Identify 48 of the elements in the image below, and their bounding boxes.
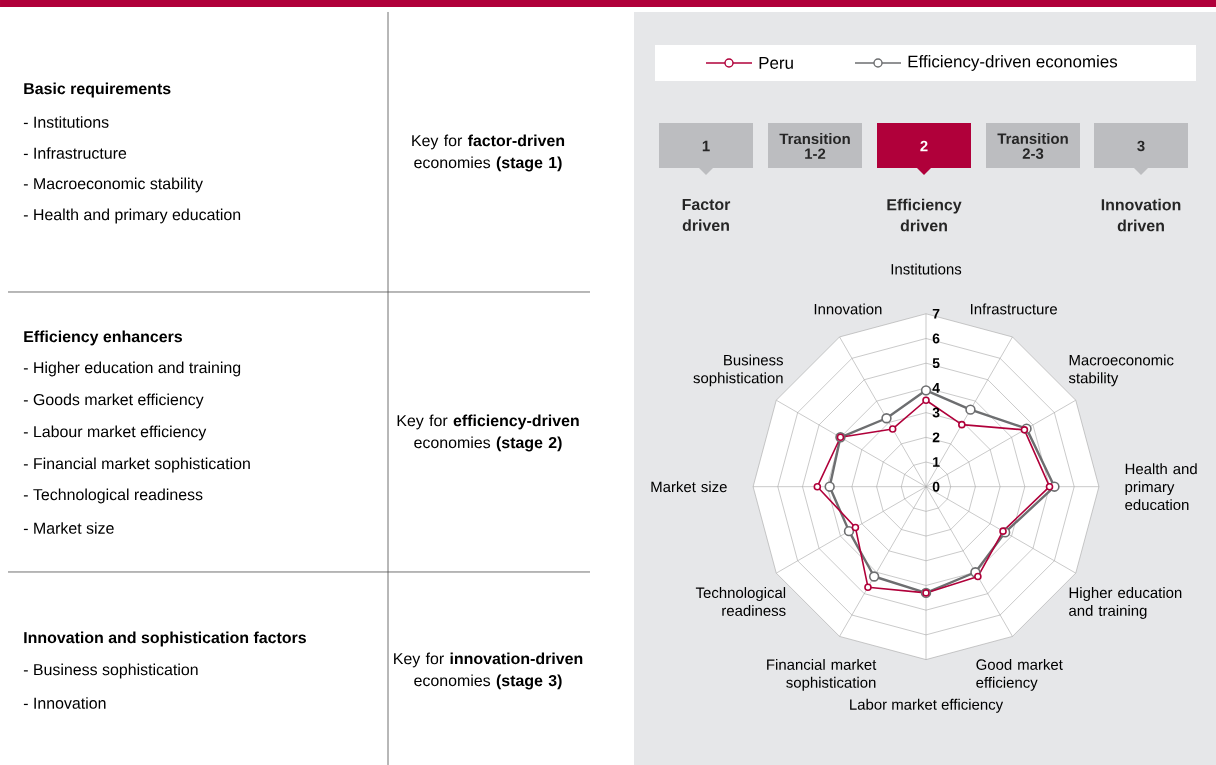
spoke-label: Infrastructure <box>971 303 1057 315</box>
text: Transition 1-2 <box>779 133 850 159</box>
text: Efficiency driven <box>887 198 962 232</box>
legend-label: Peru <box>759 57 793 69</box>
spoke-label: Labor market efficiency <box>850 698 1004 713</box>
y-tick-label: 4 <box>932 383 940 393</box>
text: Key for innovation-driven economies (stage 3) <box>394 652 583 690</box>
spoke-label: Higher education and training <box>1069 587 1182 619</box>
text: 3 <box>1137 140 1145 152</box>
spoke-label: Financial market sophistication <box>767 658 877 691</box>
y-tick-label: 5 <box>932 358 940 369</box>
spoke-label: Institutions <box>891 263 962 275</box>
text: 1 <box>702 140 710 152</box>
spoke-label: Macroeconomic stability <box>1068 354 1174 387</box>
text: 2 <box>920 140 928 152</box>
text: - Financial market sophistication <box>23 457 250 473</box>
text: - Innovation <box>23 697 106 709</box>
spoke-label: Good market efficiency <box>976 658 1063 691</box>
text: Innovation driven <box>1101 198 1181 232</box>
text: Factor driven <box>682 198 731 232</box>
text: - Business sophistication <box>23 663 198 679</box>
y-tick-label: 6 <box>932 333 940 344</box>
text: Basic requirements <box>24 82 171 98</box>
text: Key for factor-driven economies (stage 1) <box>412 134 565 172</box>
spoke-label: Market size <box>651 481 727 493</box>
text: Key for efficiency-driven economies (stage 2) <box>397 414 579 452</box>
text: - Technological readiness <box>23 488 203 504</box>
text: Efficiency enhancers <box>24 330 182 346</box>
y-tick-label: 2 <box>932 432 940 443</box>
spoke-label: Technological readiness <box>695 587 786 616</box>
y-tick-label: 0 <box>932 481 940 492</box>
text: - Macroeconomic stability <box>23 177 203 193</box>
y-tick-label: 7 <box>932 308 940 319</box>
spoke-label: Innovation <box>814 303 882 315</box>
text: - Higher education and training <box>23 361 241 377</box>
text: - Health and primary education <box>23 208 241 224</box>
spoke-label: Health and primary education <box>1125 463 1197 511</box>
y-tick-label: 1 <box>933 457 940 467</box>
text: - Labour market efficiency <box>23 425 207 441</box>
y-tick-label: 3 <box>932 407 940 418</box>
text: Innovation and sophistication factors <box>24 631 306 647</box>
text: - Institutions <box>23 116 109 128</box>
text: - Goods market efficiency <box>23 393 204 409</box>
spoke-label: Business sophistication <box>693 354 783 387</box>
text: Transition 2-3 <box>997 133 1068 159</box>
text: - Infrastructure <box>23 147 127 159</box>
text: - Market size <box>23 522 114 534</box>
legend-label: Efficiency-driven economies <box>908 55 1118 71</box>
